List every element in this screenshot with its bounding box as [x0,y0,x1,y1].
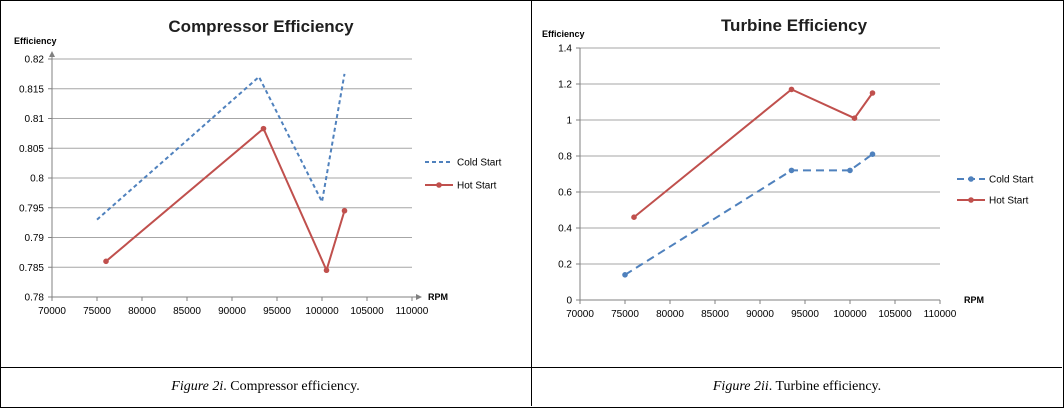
legend-marker [968,197,974,203]
y-tick-label: 1.4 [558,44,572,55]
x-tick-label: 85000 [701,309,729,320]
data-point-hot-start [631,214,637,220]
x-tick-label: 75000 [83,306,111,317]
caption-compressor: Figure 2i. Compressor efficiency. [0,368,532,406]
legend-marker [968,176,974,182]
legend-marker [436,182,442,188]
turbine-chart-panel: Turbine Efficiency Efficiency 0 0.2 0.4 0.6 0.… [532,0,1062,367]
data-point-hot-start [851,115,858,121]
series-line-cold-start [624,153,874,276]
y-tick-label: 0 [566,296,572,307]
x-axis-label: RPM [964,295,984,305]
x-tick-label: 80000 [128,306,156,317]
y-tick-label: 0.8 [30,174,44,185]
data-point-cold-start [622,272,628,278]
compressor-chart-panel: Compressor Efficiency Efficiency 0.78 0.785… [0,0,532,367]
y-tick-label: 1.2 [558,80,572,91]
caption-text: . Turbine efficiency. [768,379,882,394]
compressor-efficiency-chart: Compressor Efficiency Efficiency 0.78 0.785… [14,17,502,317]
data-point-cold-start [788,167,795,174]
data-point-hot-start [260,125,267,132]
x-tick-label: 70000 [566,309,594,320]
x-tick-label: 100000 [305,306,339,317]
chart-title: Turbine Efficiency [721,16,868,35]
turbine-efficiency-chart: Turbine Efficiency Efficiency 0 0.2 0.4 0.6 0.… [542,16,1034,320]
y-tick-label: 0.6 [558,188,572,199]
y-tick-label: 0.785 [19,263,44,274]
caption-figure-label: Figure 2ii [712,379,769,394]
x-tick-label: 90000 [746,309,774,320]
x-tick-label: 100000 [833,309,867,320]
y-tick-label: 1 [566,116,572,127]
data-point-hot-start [869,90,876,96]
y-tick-label: 0.795 [19,203,44,214]
data-point-cold-start [869,151,876,157]
data-point-hot-start [788,86,795,93]
data-point-hot-start [103,258,109,265]
series-line-cold-start [96,73,346,221]
x-tick-label: 95000 [263,306,291,317]
x-tick-label: 80000 [656,309,684,320]
x-tick-label: 75000 [611,309,639,320]
legend-label: Hot Start [457,181,497,192]
y-tick-label: 0.805 [19,144,44,155]
y-axis-label: Efficiency [14,36,57,46]
x-axis-arrow [416,294,422,300]
y-tick-label: 0.8 [558,152,572,163]
x-axis-label: RPM [428,292,448,302]
chart-title: Compressor Efficiency [168,17,354,36]
y-tick-label: 0.79 [25,233,45,244]
x-tick-label: 95000 [791,309,819,320]
y-axis-arrow [49,51,55,57]
caption-figure-label: Figure 2i [171,379,224,394]
y-tick-label: 0.815 [19,84,44,95]
x-tick-label: 70000 [38,306,66,317]
x-tick-label: 110000 [924,309,957,320]
series-line-hot-start [105,126,346,274]
data-point-hot-start [341,207,348,214]
x-tick-label: 105000 [350,306,384,317]
y-tick-label: 0.4 [558,224,572,235]
caption-turbine: Figure 2ii. Turbine efficiency. [532,368,1062,406]
x-tick-label: 110000 [396,306,429,317]
data-point-cold-start [847,167,853,174]
y-axis-label: Efficiency [542,29,585,39]
legend-label: Hot Start [989,196,1029,207]
caption-divider [0,367,1062,368]
y-tick-label: 0.82 [25,55,45,66]
y-tick-label: 0.78 [25,293,45,304]
series-line-hot-start [633,88,874,218]
legend-label: Cold Start [989,175,1034,186]
x-tick-label: 90000 [218,306,246,317]
x-tick-label: 85000 [173,306,201,317]
y-tick-label: 0.81 [25,114,45,125]
data-point-hot-start [323,267,330,274]
caption-text: . Compressor efficiency. [223,379,360,394]
legend-label: Cold Start [457,158,502,169]
y-tick-label: 0.2 [558,260,572,271]
x-tick-label: 105000 [878,309,912,320]
